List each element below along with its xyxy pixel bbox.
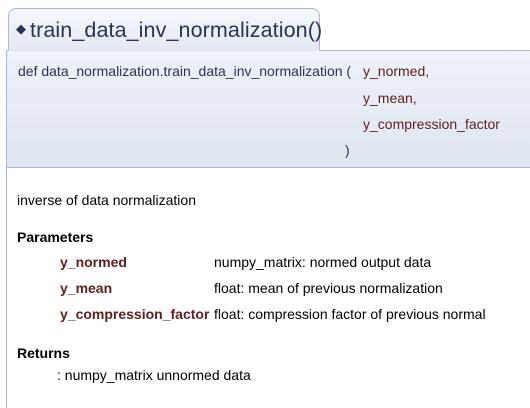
param-desc-y-normed: numpy_matrix: normed output data <box>214 254 432 270</box>
returns-heading: Returns <box>17 345 70 361</box>
member-documentation: inverse of data normalization Parameters… <box>6 168 530 408</box>
member-title-tab: ◆ train_data_inv_normalization() <box>8 8 323 51</box>
returns-value: : numpy_matrix unnormed data <box>57 367 251 383</box>
param-name-y-mean: y_mean <box>60 280 113 296</box>
prototype-param-y-mean: y_mean, <box>363 90 417 106</box>
function-title: train_data_inv_normalization() <box>30 17 323 42</box>
prototype-param-y-normed: y_normed, <box>363 63 430 79</box>
function-description: inverse of data normalization <box>17 192 196 208</box>
param-desc-y-mean: float: mean of previous normalization <box>214 280 443 296</box>
param-desc-y-compression-factor: float: compression factor of previous no… <box>214 306 486 322</box>
prototype-close-paren: ) <box>345 142 350 158</box>
prototype-def: def data_normalization.train_data_inv_no… <box>18 63 352 79</box>
parameters-heading: Parameters <box>17 229 94 245</box>
function-prototype: def data_normalization.train_data_inv_no… <box>6 50 530 168</box>
param-name-y-compression-factor: y_compression_factor <box>60 306 210 322</box>
diamond-bullet-icon: ◆ <box>16 21 26 36</box>
param-name-y-normed: y_normed <box>60 254 127 270</box>
prototype-param-y-compression-factor: y_compression_factor <box>363 116 500 132</box>
